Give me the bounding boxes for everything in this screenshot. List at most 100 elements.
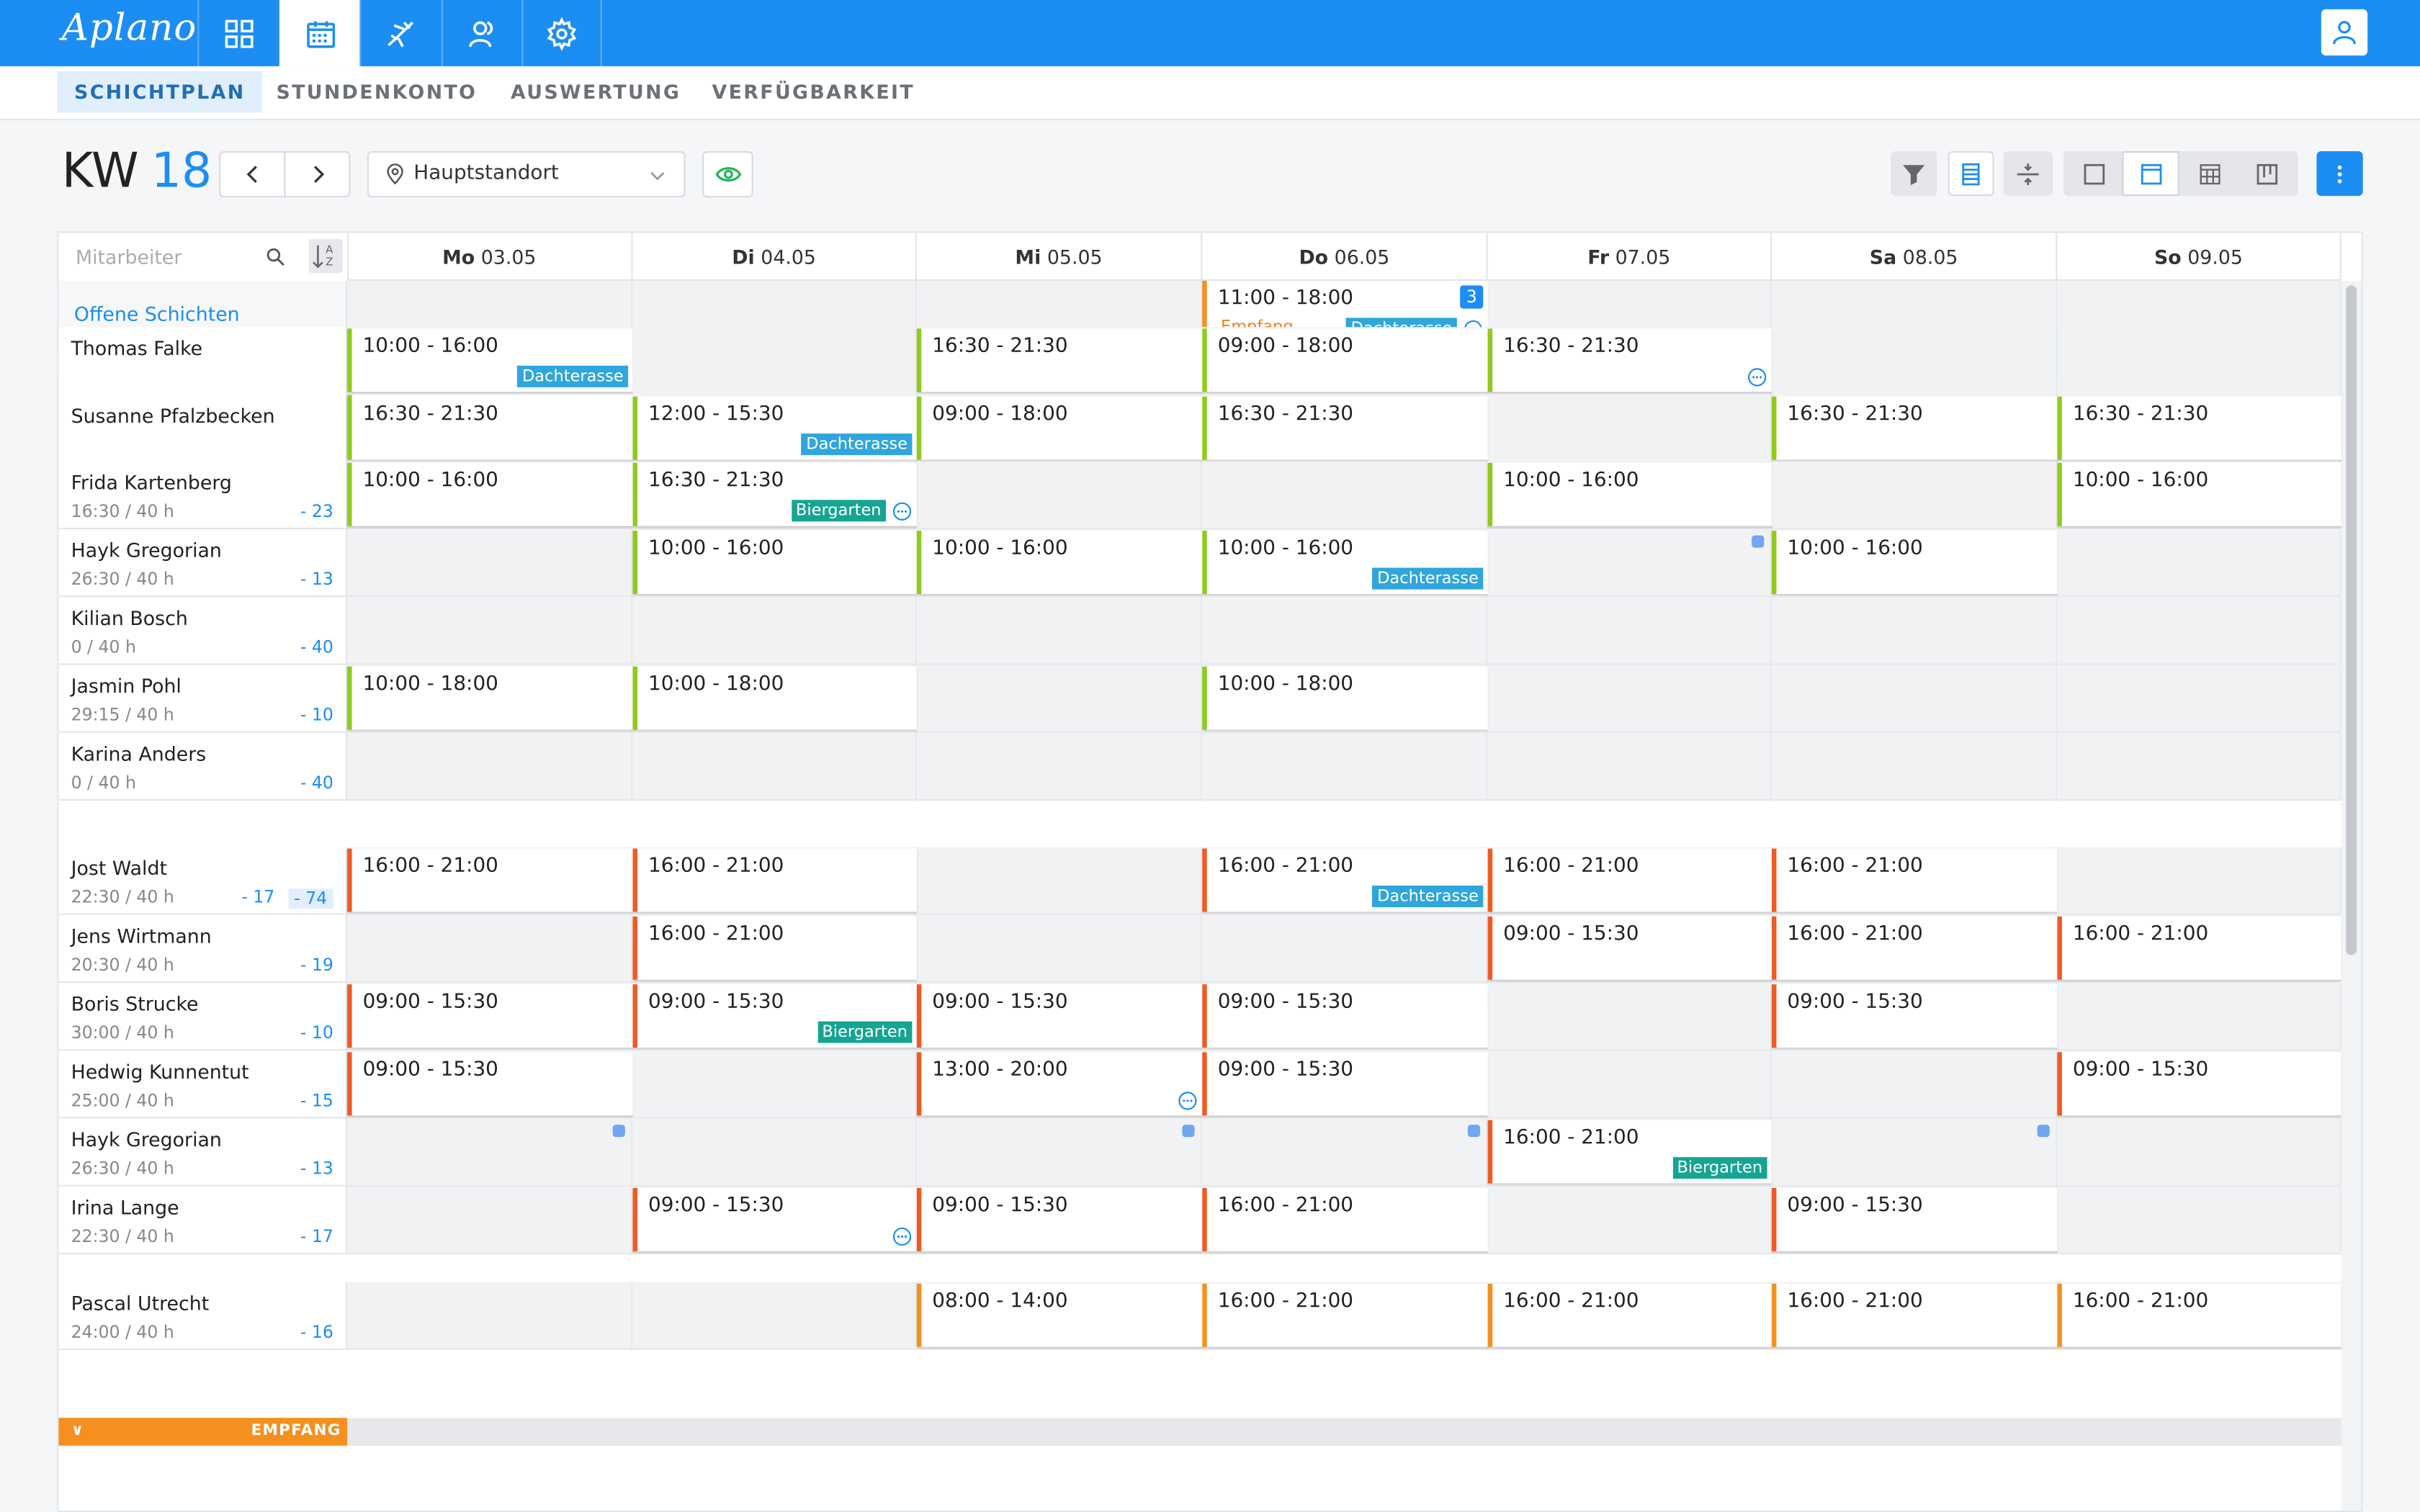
day-cell[interactable]: [632, 732, 917, 801]
shift-card[interactable]: 16:00 - 21:00: [1772, 848, 2058, 912]
shift-card[interactable]: 09:00 - 15:30: [347, 984, 633, 1048]
day-cell[interactable]: [347, 597, 633, 665]
shift-card[interactable]: 16:00 - 21:00: [632, 916, 917, 980]
day-header[interactable]: So 09.05: [2057, 233, 2341, 281]
shift-card[interactable]: 12:00 - 15:30 Dachterasse: [632, 396, 917, 460]
day-cell[interactable]: [916, 1118, 1203, 1187]
day-cell[interactable]: [1487, 1050, 1772, 1119]
user-menu-button[interactable]: [2321, 9, 2368, 56]
search-icon[interactable]: [266, 247, 286, 267]
employee-cell[interactable]: Jasmin Pohl 29:15 / 40 h - 10: [58, 665, 348, 733]
shift-card[interactable]: 16:00 - 21:00: [1772, 916, 2058, 980]
availability-indicator[interactable]: [2037, 1125, 2050, 1138]
shift-card[interactable]: 09:00 - 15:30: [1202, 984, 1488, 1048]
shift-card[interactable]: 16:00 - 21:00 Dachterasse: [1202, 848, 1488, 912]
day-cell[interactable]: [916, 847, 1203, 915]
day-cell[interactable]: [2057, 1186, 2341, 1255]
day-cell[interactable]: [1487, 529, 1772, 598]
employee-cell[interactable]: Hayk Gregorian 26:30 / 40 h - 13: [58, 1118, 348, 1187]
shift-card[interactable]: 16:00 - 21:00: [1202, 1283, 1488, 1347]
board-view-button[interactable]: [2238, 151, 2295, 196]
week-view-button[interactable]: [2122, 151, 2179, 197]
day-cell[interactable]: [1202, 597, 1488, 665]
day-cell[interactable]: [1487, 732, 1772, 801]
shift-card[interactable]: 16:30 - 21:30: [347, 396, 633, 460]
shift-card[interactable]: 10:00 - 16:00: [2057, 462, 2341, 526]
filter-button[interactable]: [1891, 151, 1937, 197]
nav-calendar[interactable]: [279, 0, 360, 67]
shift-card[interactable]: 09:00 - 18:00: [1202, 328, 1488, 392]
employee-cell[interactable]: Hayk Gregorian 26:30 / 40 h - 13: [58, 529, 348, 598]
more-options-button[interactable]: [2316, 151, 2363, 197]
shift-card[interactable]: 16:30 - 21:30: [1202, 396, 1488, 460]
day-cell[interactable]: [347, 1186, 633, 1255]
visibility-toggle-button[interactable]: [702, 151, 753, 198]
day-cell[interactable]: [1772, 732, 2058, 801]
scrollbar-thumb[interactable]: [2346, 285, 2357, 955]
tab-auswertung[interactable]: AUSWERTUNG: [511, 80, 681, 104]
shift-card[interactable]: 09:00 - 15:30: [916, 984, 1203, 1048]
shift-card[interactable]: 10:00 - 16:00 Dachterasse: [1202, 531, 1488, 594]
employee-cell[interactable]: Boris Strucke 30:00 / 40 h - 10: [58, 983, 348, 1051]
next-week-button[interactable]: [284, 151, 351, 198]
chevron-down-icon[interactable]: ∨: [71, 1422, 85, 1440]
nav-dashboard[interactable]: [197, 0, 277, 67]
day-cell[interactable]: [347, 1118, 633, 1187]
shift-card[interactable]: 09:00 - 18:00: [916, 396, 1203, 460]
day-cell[interactable]: [1202, 461, 1488, 529]
employee-cell[interactable]: Frida Kartenberg 16:30 / 40 h - 23: [58, 461, 348, 529]
shift-card[interactable]: 10:00 - 16:00: [1772, 531, 2058, 594]
comment-icon[interactable]: [892, 501, 913, 521]
employee-cell[interactable]: Irina Lange 22:30 / 40 h - 17: [58, 1186, 348, 1255]
day-cell[interactable]: [1772, 1050, 2058, 1119]
shift-card[interactable]: 10:00 - 16:00: [347, 462, 633, 526]
day-cell[interactable]: [916, 461, 1203, 529]
location-select[interactable]: Hauptstandort: [367, 151, 686, 198]
day-cell[interactable]: [1772, 665, 2058, 733]
list-view-button[interactable]: [1948, 151, 1994, 197]
day-cell[interactable]: [632, 1050, 917, 1119]
day-header[interactable]: Di 04.05: [632, 233, 917, 281]
shift-card[interactable]: 09:00 - 15:30: [1487, 916, 1772, 980]
shift-card[interactable]: 09:00 - 15:30: [1772, 984, 2058, 1048]
day-cell[interactable]: [2057, 732, 2341, 801]
shift-card[interactable]: 09:00 - 15:30: [2057, 1052, 2341, 1116]
employee-cell[interactable]: Jens Wirtmann 20:30 / 40 h - 19: [58, 914, 348, 983]
availability-indicator[interactable]: [612, 1125, 625, 1138]
nav-absence[interactable]: [359, 0, 439, 67]
availability-indicator[interactable]: [1752, 535, 1765, 548]
day-cell[interactable]: [347, 914, 633, 983]
shift-card[interactable]: 09:00 - 15:30: [916, 1188, 1203, 1251]
employee-cell[interactable]: Hedwig Kunnentut 25:00 / 40 h - 15: [58, 1050, 348, 1119]
shift-card[interactable]: 16:30 - 21:30 Biergarten: [632, 462, 917, 526]
shift-card[interactable]: 16:00 - 21:00: [1487, 1283, 1772, 1347]
shift-card[interactable]: 16:30 - 21:30: [916, 328, 1203, 392]
shift-card[interactable]: 10:00 - 18:00: [632, 666, 917, 730]
availability-indicator[interactable]: [1467, 1125, 1480, 1138]
nav-settings[interactable]: [521, 0, 602, 67]
day-header[interactable]: Do 06.05: [1202, 233, 1488, 281]
nav-employees[interactable]: [441, 0, 521, 67]
shift-card[interactable]: 10:00 - 16:00: [632, 531, 917, 594]
day-cell[interactable]: [1772, 597, 2058, 665]
app-logo[interactable]: Aplano: [61, 6, 197, 50]
shift-card[interactable]: 10:00 - 16:00: [916, 531, 1203, 594]
group-label[interactable]: ∨ EMPFANG: [58, 1418, 348, 1446]
shift-card[interactable]: 09:00 - 15:30: [1772, 1188, 2058, 1251]
vertical-scrollbar[interactable]: [2341, 281, 2362, 1511]
availability-indicator[interactable]: [1182, 1125, 1195, 1138]
day-cell[interactable]: [347, 1282, 633, 1350]
shift-card[interactable]: 08:00 - 14:00: [916, 1283, 1203, 1347]
tab-stundenkonto[interactable]: STUNDENKONTO: [276, 80, 478, 104]
shift-card[interactable]: 09:00 - 15:30: [347, 1052, 633, 1116]
shift-card[interactable]: 16:30 - 21:30: [2057, 396, 2341, 460]
tab-schichtplan[interactable]: SCHICHTPLAN: [57, 71, 263, 113]
shift-card[interactable]: 13:00 - 20:00: [916, 1052, 1203, 1116]
shift-card[interactable]: 09:00 - 15:30: [632, 1188, 917, 1251]
day-cell[interactable]: [1202, 914, 1488, 983]
day-cell[interactable]: [1202, 732, 1488, 801]
comment-icon[interactable]: [1178, 1091, 1198, 1111]
shift-card[interactable]: 16:30 - 21:30: [1772, 396, 2058, 460]
shift-card[interactable]: 16:00 - 21:00: [2057, 916, 2341, 980]
